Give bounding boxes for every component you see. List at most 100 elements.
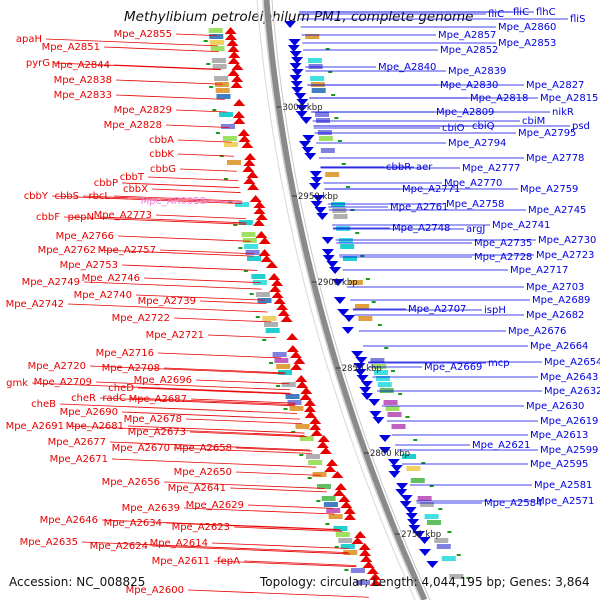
left-gene-leader-line [207, 334, 276, 339]
right-gene-label: Mpe_A2682 [526, 310, 584, 321]
left-gene-label: cbbY [24, 191, 49, 202]
left-gene-leader-line [175, 109, 227, 113]
reverse-gene-arrow [294, 93, 307, 100]
green-tick-right [355, 232, 360, 234]
right-gene-label: Mpe_A2758 [446, 199, 504, 210]
green-tick-right [365, 278, 370, 280]
left-gene-label: Mpe_A2855 [114, 29, 172, 40]
right-gene-label: Mpe_A2815 [540, 93, 598, 104]
left-gene-label: Mpe_A2833 [54, 90, 112, 101]
left-gene-label: Mpe_A2691 [6, 421, 64, 432]
forward-feature-block [244, 244, 259, 249]
kbp-scale-label: 2800 kbp [370, 449, 410, 459]
reverse-feature-block [311, 88, 326, 93]
right-gene-label: Mpe_A2595 [530, 459, 588, 470]
reverse-feature-block [331, 202, 346, 207]
left-gene-label: Mpe_A2720 [28, 361, 86, 372]
left-gene-label: Mpe_A2829 [114, 105, 172, 116]
forward-feature-block [245, 250, 260, 255]
forward-gene-arrow [354, 531, 367, 538]
forward-gene-arrow [253, 201, 266, 208]
forward-gene-arrow [255, 231, 268, 238]
right-gene-label: Mpe_A2761 [390, 202, 448, 213]
reverse-feature-block [379, 388, 394, 393]
left-gene-leader-line [159, 249, 254, 255]
left-gene-leader-line [143, 277, 261, 284]
left-gene-label: cheR [71, 393, 96, 404]
right-gene-label: Mpe_A2728 [474, 252, 532, 263]
right-gene-label: Mpe_A2630 [526, 401, 584, 412]
reverse-gene-arrow [290, 81, 303, 88]
reverse-gene-arrow [321, 249, 334, 256]
left-gene-label: Mpe_A2623 [172, 522, 230, 533]
reverse-gene-arrow [291, 57, 304, 64]
reverse-feature-block [336, 226, 351, 231]
left-gene-label: pyrG [26, 58, 50, 69]
reverse-gene-arrow [300, 117, 313, 124]
left-gene-label: Mpe_A2696 [134, 375, 192, 386]
left-gene-leader-line [113, 64, 221, 70]
forward-feature-block [209, 40, 224, 45]
left-gene-label: Mpe_A2716 [96, 348, 154, 359]
green-tick-left [307, 477, 312, 479]
reverse-feature-block [348, 280, 363, 285]
green-tick-left [344, 569, 349, 571]
reverse-feature-block [338, 238, 353, 243]
left-gene-label: cbbG [150, 164, 176, 175]
green-tick-right [371, 301, 376, 303]
reverse-gene-arrow [295, 105, 308, 112]
left-gene-label: Mpe_A2740 [74, 290, 132, 301]
left-gene-leader-line [109, 441, 311, 451]
forward-feature-block [210, 46, 225, 51]
reverse-gene-arrow [310, 177, 323, 184]
left-gene-label: Mpe_A2681 [66, 421, 124, 432]
reverse-gene-arrow [405, 513, 418, 520]
forward-gene-arrow [244, 153, 257, 160]
left-gene-leader-line [111, 458, 317, 468]
forward-gene-arrow [304, 405, 317, 412]
reverse-gene-arrow [353, 363, 366, 370]
forward-feature-block [328, 514, 343, 519]
right-gene-label: Mpe_A2689 [532, 295, 590, 306]
right-gene-label: Mpe_A2745 [528, 205, 586, 216]
right-gene-label: Mpe_A2839 [448, 66, 506, 77]
right-gene-label: Mpe_A2830 [440, 80, 498, 91]
reverse-gene-arrow [354, 369, 367, 376]
reverse-feature-block [318, 136, 333, 141]
reverse-gene-arrow [288, 39, 301, 46]
left-gene-label: Mpe_A2746 [82, 273, 140, 284]
reverse-gene-arrow [355, 357, 368, 364]
forward-gene-arrow [227, 57, 240, 64]
reverse-feature-block [320, 148, 335, 153]
forward-gene-arrow [258, 249, 271, 256]
forward-feature-block [276, 364, 291, 369]
left-gene-leader-line [155, 214, 246, 219]
forward-feature-block [215, 88, 230, 93]
left-gene-leader-line [247, 504, 334, 509]
left-gene-label: Mpe_A2773 [94, 210, 152, 221]
forward-gene-arrow [247, 183, 260, 190]
right-gene-label: psd [572, 121, 590, 132]
reverse-feature-block [305, 34, 320, 39]
left-gene-leader-line [83, 281, 262, 290]
forward-feature-block [281, 382, 296, 387]
right-gene-label: cbbR [386, 162, 411, 173]
left-gene-leader-line [99, 249, 254, 257]
right-gene-label: Mpe_A2619 [540, 416, 598, 427]
reverse-gene-arrow [296, 99, 309, 106]
green-tick-left [243, 270, 248, 272]
reverse-gene-arrow [361, 393, 374, 400]
left-gene-leader-line [233, 526, 343, 532]
reverse-gene-arrow [378, 435, 391, 442]
reverse-gene-arrow [304, 153, 317, 160]
forward-feature-block [289, 406, 304, 411]
forward-feature-block [220, 124, 235, 129]
left-gene-label: Mpe_AR0058 [141, 196, 206, 207]
green-tick-right [384, 347, 389, 349]
right-gene-label: Mpe_A2664 [530, 341, 588, 352]
reverse-feature-block [391, 424, 406, 429]
chromosome-backbone [262, 0, 428, 600]
left-gene-leader-line [213, 560, 357, 568]
left-gene-leader-line [115, 79, 223, 85]
